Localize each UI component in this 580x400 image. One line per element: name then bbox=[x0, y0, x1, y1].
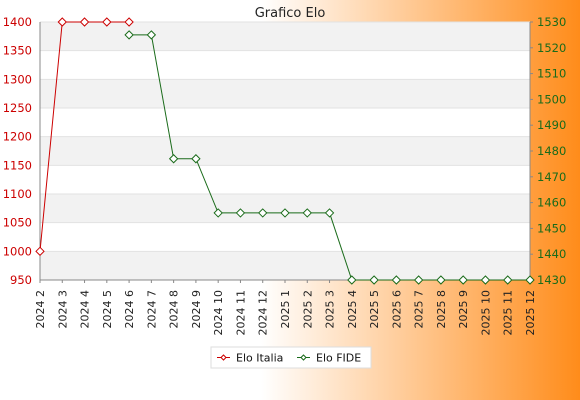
series-point-elo-fide bbox=[480, 275, 491, 285]
series-point-elo-italia bbox=[79, 17, 90, 27]
series-point-elo-fide bbox=[324, 208, 335, 218]
y-left-tick-label: 1350 bbox=[3, 44, 32, 58]
x-tick-label: 2025 11 bbox=[502, 290, 515, 336]
y-right-tick-label: 1490 bbox=[537, 118, 566, 132]
series-point-elo-fide bbox=[146, 30, 157, 40]
x-tick-label: 2025 4 bbox=[346, 290, 359, 329]
y-left-tick-label: 1250 bbox=[3, 101, 32, 115]
y-right-tick-label: 1430 bbox=[537, 273, 566, 287]
x-tick-label: 2024 2 bbox=[34, 290, 47, 329]
series-point-elo-fide bbox=[235, 208, 246, 218]
x-tick-label: 2025 5 bbox=[368, 290, 381, 329]
series-point-elo-fide bbox=[458, 275, 468, 285]
legend-marker-elo-fide bbox=[300, 354, 307, 361]
series-point-elo-fide bbox=[391, 275, 402, 285]
x-tick-label: 2025 10 bbox=[479, 290, 492, 336]
x-tick-label: 2024 3 bbox=[56, 290, 69, 329]
y-left-tick-label: 1100 bbox=[3, 187, 32, 201]
legend-label-elo-italia: Elo Italia bbox=[236, 352, 283, 365]
series-point-elo-fide bbox=[503, 275, 513, 285]
chart-title: Grafico Elo bbox=[255, 6, 326, 21]
y-right-tick-label: 1470 bbox=[537, 170, 566, 184]
y-right-tick-label: 1460 bbox=[537, 196, 566, 210]
y-right-tick-label: 1530 bbox=[537, 15, 566, 29]
x-tick-label: 2024 11 bbox=[234, 290, 247, 336]
x-tick-label: 2024 9 bbox=[190, 290, 203, 329]
x-tick-label: 2025 2 bbox=[301, 290, 314, 329]
x-tick-label: 2024 7 bbox=[145, 290, 158, 329]
x-tick-label: 2025 9 bbox=[457, 290, 470, 329]
grid-band bbox=[40, 136, 530, 166]
grid-band bbox=[40, 22, 530, 51]
legend-marker-elo-italia bbox=[220, 354, 227, 361]
series-point-elo-italia bbox=[35, 246, 45, 257]
series-point-elo-fide bbox=[413, 275, 424, 285]
series-point-elo-fide bbox=[347, 275, 357, 285]
x-tick-label: 2024 12 bbox=[257, 290, 270, 336]
y-right-tick-label: 1450 bbox=[537, 221, 566, 235]
series-point-elo-italia bbox=[57, 17, 67, 27]
series-point-elo-fide bbox=[436, 275, 446, 285]
series-point-elo-italia bbox=[124, 17, 134, 27]
series-point-elo-fide bbox=[258, 208, 268, 218]
series-point-elo-fide bbox=[191, 154, 201, 164]
series-point-elo-fide bbox=[302, 208, 312, 218]
y-right-tick-label: 1510 bbox=[537, 67, 566, 81]
y-left-tick-label: 1300 bbox=[3, 72, 32, 86]
y-right-tick-label: 1440 bbox=[537, 247, 566, 261]
x-tick-label: 2025 3 bbox=[324, 290, 337, 329]
grid-band bbox=[40, 79, 530, 108]
x-tick-label: 2024 8 bbox=[168, 290, 181, 329]
series-point-elo-italia bbox=[102, 17, 112, 27]
x-tick-label: 2025 8 bbox=[435, 290, 448, 329]
series-point-elo-fide bbox=[525, 275, 535, 285]
y-left-tick-label: 1200 bbox=[3, 130, 32, 144]
x-tick-label: 2024 10 bbox=[212, 290, 225, 336]
x-tick-label: 2025 1 bbox=[279, 290, 292, 329]
legend: Elo Italia Elo FIDE bbox=[210, 346, 372, 369]
grid-band bbox=[40, 251, 530, 280]
legend-box bbox=[210, 346, 372, 369]
x-tick-label: 2025 6 bbox=[390, 290, 403, 329]
plot-area: 950 1000 1050 1100 1150 1200 1250 1300 1350 1400 1… bbox=[3, 15, 567, 336]
y-right-tick-label: 1480 bbox=[537, 144, 566, 158]
y-right-tick-label: 1500 bbox=[537, 92, 566, 106]
x-tick-label: 2024 5 bbox=[101, 290, 114, 329]
x-tick-label: 2024 4 bbox=[79, 290, 92, 329]
y-right-tick-label: 1520 bbox=[537, 41, 566, 55]
series-point-elo-fide bbox=[369, 275, 379, 285]
x-tick-label: 2025 12 bbox=[524, 290, 537, 336]
y-left-tick-label: 1050 bbox=[3, 216, 32, 230]
y-left-tick-label: 1000 bbox=[3, 244, 32, 258]
series-point-elo-fide bbox=[168, 154, 179, 164]
x-tick-label: 2025 7 bbox=[413, 290, 426, 329]
y-left-tick-label: 1400 bbox=[3, 15, 32, 29]
y-left-tick-label: 950 bbox=[10, 273, 32, 287]
series-point-elo-fide bbox=[280, 208, 290, 218]
x-tick-label: 2024 6 bbox=[123, 290, 136, 329]
legend-label-elo-fide: Elo FIDE bbox=[316, 352, 361, 365]
y-left-tick-label: 1150 bbox=[3, 158, 32, 172]
series-point-elo-fide bbox=[213, 208, 223, 218]
series-point-elo-fide bbox=[124, 30, 134, 40]
